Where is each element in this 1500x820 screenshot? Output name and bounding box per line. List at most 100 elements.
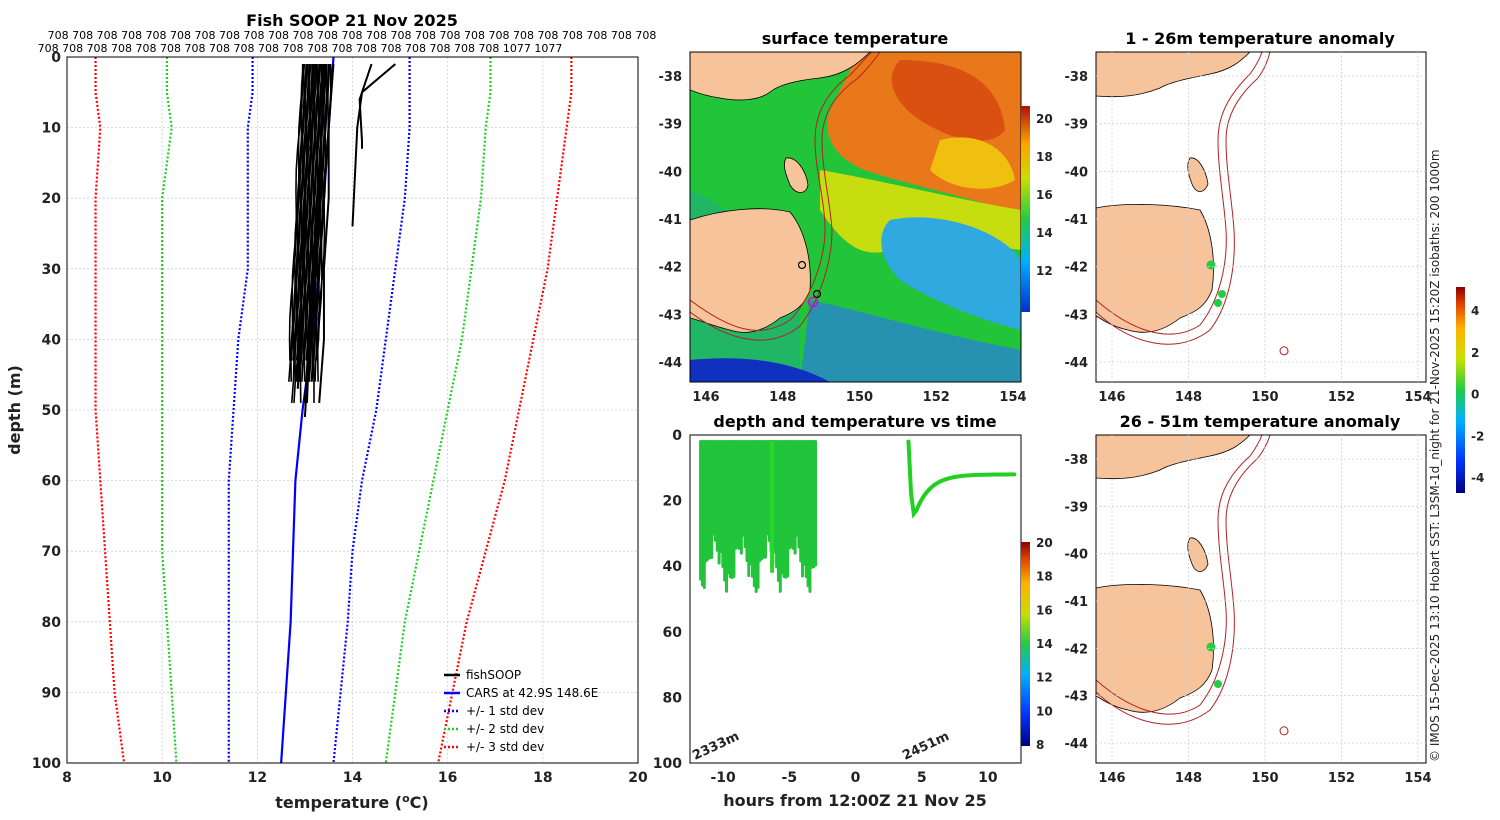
profile-ytick: 40 — [42, 332, 62, 348]
profile-count-row1: 708 708 708 708 708 708 708 708 708 708 … — [48, 29, 657, 42]
profile-ytick: 30 — [42, 262, 62, 278]
legend-label-std2: +/- 2 std dev — [466, 722, 544, 736]
legend-label-std3: +/- 3 std dev — [466, 740, 544, 754]
map-ytick: -44 — [659, 356, 683, 371]
colorbar-tick: 0 — [1471, 388, 1479, 402]
map-xtick: 146 — [1098, 390, 1125, 405]
map-ytick: -38 — [659, 70, 683, 85]
profile-ytick: 10 — [42, 121, 62, 137]
dvt-data — [699, 439, 1017, 593]
sst-marker-2 — [812, 289, 822, 299]
dvt-ytick: 80 — [663, 690, 683, 706]
fish-profile-3 — [351, 63, 396, 227]
profile-ylabel: depth (m) — [5, 365, 24, 455]
dvt-note-end: 2451m — [900, 729, 951, 764]
map-ytick: -38 — [1065, 453, 1089, 468]
profile-title: Fish SOOP 21 Nov 2025 — [246, 11, 458, 30]
anom2-title: 26 - 51m temperature anomaly — [1120, 412, 1401, 431]
map-xtick: 146 — [692, 390, 719, 405]
dvt-xtick: -5 — [782, 770, 798, 786]
map-ytick: -44 — [1065, 737, 1089, 752]
sst-colorbar — [1021, 106, 1030, 312]
dvt-xtick: 10 — [978, 770, 998, 786]
anom2-seamount — [1279, 726, 1289, 736]
map-ytick: -43 — [1065, 308, 1089, 323]
dvt-xtick: 5 — [917, 770, 927, 786]
map-ytick: -39 — [659, 118, 683, 133]
profile-xtick: 12 — [248, 770, 267, 786]
sst-field — [690, 52, 1021, 382]
profile-series-1 — [227, 57, 254, 763]
map-xtick: 148 — [1175, 771, 1202, 786]
dvt-xtick: -10 — [710, 770, 736, 786]
anom1-ticks: -38 -39 -40 -41 -42 -43 -44 146 148 150 152 154 — [1065, 52, 1432, 405]
anom2-point-1 — [1206, 642, 1216, 652]
colorbar-tick: 4 — [1471, 304, 1479, 318]
sst-title: surface temperature — [762, 29, 949, 48]
profile-axes-frame — [66, 56, 639, 764]
map-ytick: -40 — [1065, 165, 1089, 180]
map-xtick: 146 — [1098, 771, 1125, 786]
sst-cool-patch — [881, 217, 1021, 330]
anom1-frame — [1095, 51, 1427, 383]
legend-label-fish: fishSOOP — [466, 668, 521, 682]
map-xtick: 152 — [1328, 390, 1355, 405]
colorbar-tick: -2 — [1471, 429, 1484, 443]
colorbar-tick: 8 — [1036, 738, 1044, 752]
dvt-ytick: 40 — [663, 559, 683, 575]
sst-ticks: -38 -39 -40 -41 -42 -43 -44 146 148 150 152 154 — [659, 70, 1027, 405]
map-ytick: -43 — [659, 308, 683, 323]
colorbar-tick: 16 — [1036, 603, 1053, 617]
anom1-seamount — [1279, 346, 1289, 356]
legend-label-cars: CARS at 42.9S 148.6E — [466, 686, 598, 700]
profile-xtick: 20 — [628, 770, 648, 786]
sst-land-mainland — [690, 52, 871, 101]
dvt-trace-2 — [906, 439, 1017, 519]
anom1-field — [1096, 52, 1289, 356]
anom1-land-flinders — [1187, 157, 1209, 192]
anom1-title: 1 - 26m temperature anomaly — [1125, 29, 1395, 48]
dvt-note-start: 2333m — [690, 729, 741, 764]
colorbar-tick: 2 — [1471, 346, 1479, 360]
dvt-colorbar-ticks: 20 18 16 14 12 10 8 — [1036, 536, 1053, 752]
map-xtick: 152 — [1328, 771, 1355, 786]
colorbar-tick: -4 — [1471, 471, 1484, 485]
map-xtick: 154 — [1404, 390, 1431, 405]
anomaly-colorbar — [1456, 287, 1465, 493]
dvt-ytick: 20 — [663, 494, 683, 510]
anom2-isobath-1000 — [1096, 435, 1271, 725]
colorbar-tick: 14 — [1036, 226, 1053, 240]
map-ytick: -42 — [1065, 642, 1089, 657]
anom1-point-1 — [1206, 260, 1216, 270]
fish-profile-extra — [358, 63, 373, 149]
profile-xtick: 10 — [152, 770, 172, 786]
map-ytick: -44 — [1065, 356, 1089, 371]
anom1-point-3 — [1214, 299, 1222, 307]
sst-cool-south — [800, 300, 1021, 382]
profile-ytick: 100 — [32, 756, 61, 772]
anom2-field — [1096, 435, 1289, 736]
anom1-land-mainland — [1096, 52, 1251, 98]
map-ytick: -43 — [1065, 690, 1089, 705]
profile-legend: fishSOOP CARS at 42.9S 148.6E +/- 1 std … — [444, 668, 598, 754]
profile-ytick: 80 — [42, 615, 62, 631]
dvt-xlabel: hours from 12:00Z 21 Nov 25 — [723, 791, 986, 810]
anom2-point-2 — [1214, 680, 1222, 688]
profile-grid — [67, 57, 638, 763]
map-xtick: 154 — [1404, 771, 1431, 786]
sst-cold-south — [690, 358, 830, 382]
dvt-title: depth and temperature vs time — [713, 412, 996, 431]
profile-ytick: 70 — [42, 544, 62, 560]
sst-map: surface temperature -38 -39 -40 -41 -42 -43 -4… — [659, 29, 1053, 405]
profile-xtick: 18 — [533, 770, 552, 786]
anom2-land-flinders — [1187, 537, 1209, 572]
profile-plot: Fish SOOP 21 Nov 2025 708 708 708 708 70… — [5, 11, 656, 812]
anomaly-map-2: 26 - 51m temperature anomaly -38 -39 -40 -4… — [1065, 412, 1432, 786]
anom2-land-mainland — [1096, 435, 1251, 480]
profile-ytick: 0 — [51, 50, 61, 66]
map-ytick: -39 — [1065, 118, 1089, 133]
profile-ytick: 60 — [42, 474, 62, 490]
map-ytick: -42 — [1065, 261, 1089, 276]
sst-eddy-warm — [930, 137, 1015, 189]
anomaly-map-1: 1 - 26m temperature anomaly -38 -39 -40 -41… — [1065, 29, 1432, 405]
